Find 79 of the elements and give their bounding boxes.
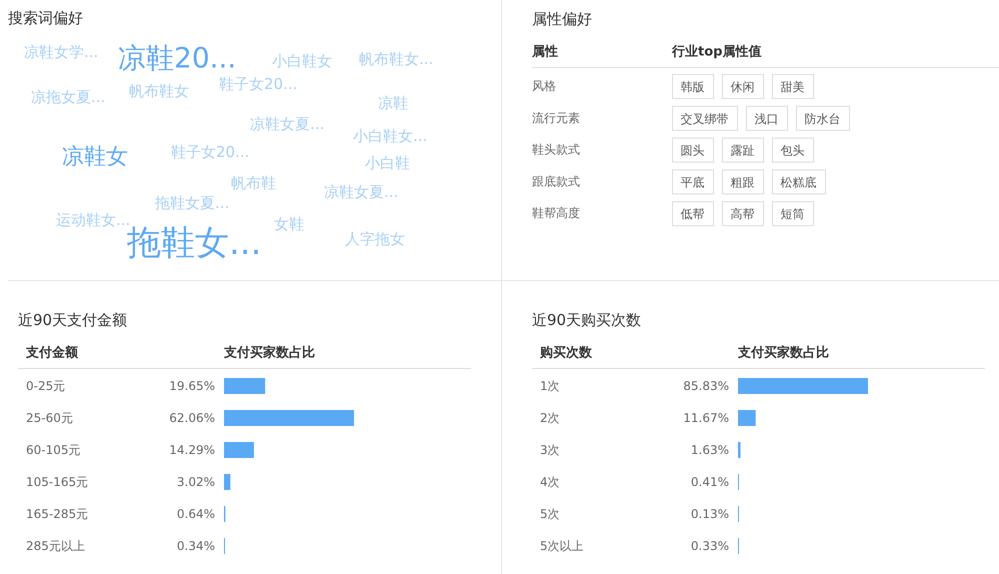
bar <box>738 410 756 426</box>
y-axis-title: 支付金额 <box>25 344 79 360</box>
text: 凉鞋女学... <box>24 43 98 61</box>
text: 凉鞋 <box>378 94 408 112</box>
y-tick-label: 25-60元 <box>26 411 73 425</box>
category-label: 跟底款式 <box>532 174 580 188</box>
data-label: 3.02% <box>176 475 215 489</box>
y-tick-label: 2次 <box>540 411 560 425</box>
bar <box>224 474 230 490</box>
text: 近90天购买次数 <box>532 311 642 329</box>
text: 凉拖女夏... <box>31 88 106 106</box>
tag: 韩版 <box>672 74 714 99</box>
category-label: 风格 <box>532 79 556 93</box>
tag: 粗跟 <box>722 169 764 194</box>
x-axis-title: 支付买家数占比 <box>737 344 829 360</box>
text: 帆布鞋女 <box>129 82 189 100</box>
bar <box>224 378 266 394</box>
text: 凉鞋20... <box>118 42 236 74</box>
tag: 甜美 <box>772 74 814 99</box>
text: 凉鞋女夏... <box>324 183 398 201</box>
text: 帆布鞋女... <box>359 50 434 68</box>
y-tick-label: 105-165元 <box>26 475 88 489</box>
x-axis-title: 支付买家数占比 <box>223 344 315 360</box>
y-tick-label: 5次以上 <box>540 539 584 553</box>
text: 鞋子女20... <box>219 75 298 93</box>
y-tick-label: 3次 <box>540 443 560 457</box>
text: 小白鞋 <box>365 154 410 172</box>
data-label: 0.64% <box>176 507 215 521</box>
text: 人字拖女 <box>345 230 405 248</box>
tag: 高帮 <box>722 201 764 226</box>
data-label: 85.83% <box>683 379 729 393</box>
category-label: 鞋帮高度 <box>532 206 580 220</box>
y-tick-label: 0-25元 <box>26 379 66 393</box>
data-label: 0.13% <box>690 507 729 521</box>
text: 近90天支付金额 <box>18 311 128 329</box>
bar <box>738 378 868 394</box>
data-label: 1.63% <box>690 443 729 457</box>
tag: 平底 <box>672 169 714 194</box>
data-label: 0.41% <box>690 475 729 489</box>
y-tick-label: 285元以上 <box>26 539 85 553</box>
text: 小白鞋女 <box>272 52 332 70</box>
text: 女鞋 <box>274 215 304 233</box>
category-label: 鞋头款式 <box>532 142 580 157</box>
tag: 露趾 <box>722 138 764 163</box>
text: 小白鞋女... <box>353 127 428 145</box>
text: 运动鞋女... <box>56 211 130 229</box>
tag: 交叉绑带 <box>672 106 738 131</box>
text: 帆布鞋 <box>231 174 276 192</box>
text: 属性偏好 <box>532 10 592 28</box>
text: 属性 <box>531 44 558 60</box>
tag: 圆头 <box>672 138 714 163</box>
tag: 防水台 <box>796 106 850 131</box>
text: 凉鞋女夏... <box>250 115 324 133</box>
data-label: 0.34% <box>176 539 215 553</box>
tag: 包头 <box>772 138 814 163</box>
text: 搜索词偏好 <box>8 9 83 27</box>
tag: 浅口 <box>746 106 788 131</box>
tag: 低帮 <box>672 201 714 226</box>
data-label: 19.65% <box>169 379 215 393</box>
tag: 短筒 <box>772 201 814 226</box>
bar <box>224 442 254 458</box>
data-label: 0.33% <box>690 539 729 553</box>
data-label: 62.06% <box>169 411 215 425</box>
category-label: 流行元素 <box>532 110 580 125</box>
text: 鞋子女20... <box>171 143 250 161</box>
y-tick-label: 165-285元 <box>26 507 88 521</box>
tag: 休闲 <box>722 74 764 99</box>
data-label: 14.29% <box>169 443 215 457</box>
y-tick-label: 5次 <box>540 507 560 521</box>
y-tick-label: 60-105元 <box>26 443 81 457</box>
bar <box>224 410 354 426</box>
text: 拖鞋女夏... <box>154 194 230 212</box>
data-label: 11.67% <box>683 411 729 425</box>
tag: 松糕底 <box>772 169 826 194</box>
text: 凉鞋女 <box>62 144 128 170</box>
y-tick-label: 1次 <box>540 379 560 393</box>
y-axis-title: 购买次数 <box>539 346 593 360</box>
text: 行业top属性值 <box>671 44 762 60</box>
y-tick-label: 4次 <box>540 475 560 489</box>
